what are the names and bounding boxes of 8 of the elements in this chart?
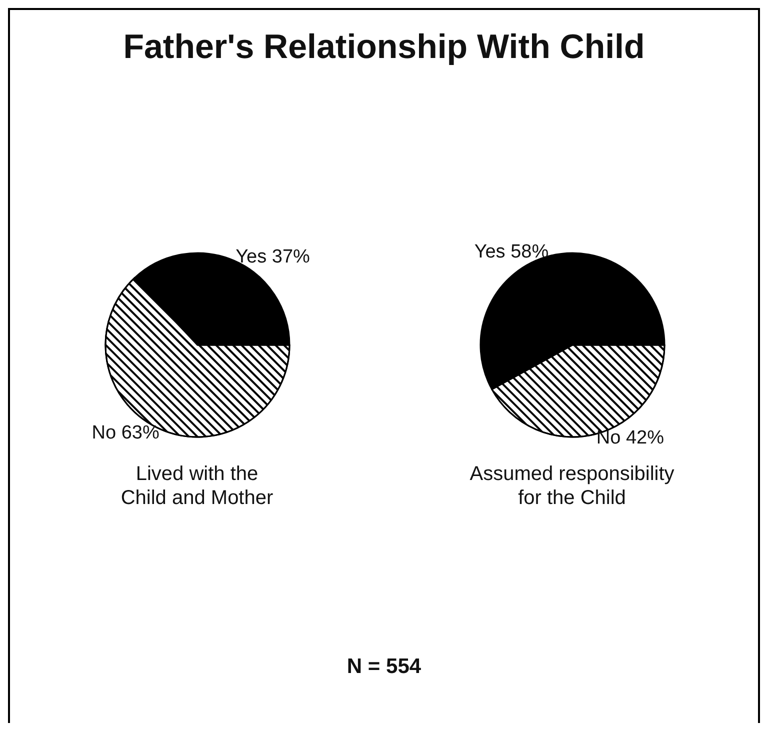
text: N = 554 bbox=[346, 655, 422, 679]
text: Assumed responsibility for the Child bbox=[470, 463, 674, 509]
text: Father's Relationship With Child bbox=[122, 28, 646, 67]
slice-label: No 63% bbox=[92, 422, 160, 444]
slice-label: Yes 58% bbox=[474, 242, 549, 263]
text: Lived with the Child and Mother bbox=[120, 463, 274, 509]
slice-label: Yes 37% bbox=[236, 246, 310, 268]
slice-label: No 42% bbox=[596, 427, 664, 448]
